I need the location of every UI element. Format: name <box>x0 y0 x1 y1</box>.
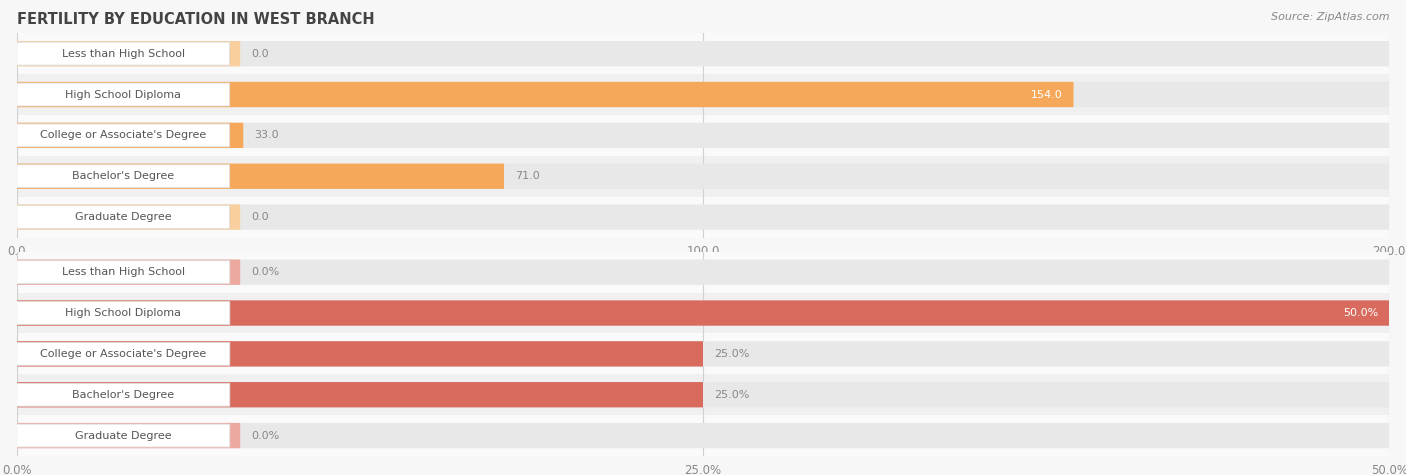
FancyBboxPatch shape <box>17 423 240 448</box>
FancyBboxPatch shape <box>17 41 1389 66</box>
FancyBboxPatch shape <box>17 206 229 228</box>
FancyBboxPatch shape <box>17 300 1389 326</box>
Text: 0.0: 0.0 <box>252 48 269 59</box>
Bar <box>17 74 1389 115</box>
Text: Bachelor's Degree: Bachelor's Degree <box>72 171 174 181</box>
FancyBboxPatch shape <box>17 383 229 406</box>
Text: 0.0%: 0.0% <box>252 267 280 277</box>
Text: 25.0%: 25.0% <box>714 390 749 400</box>
Bar <box>17 293 1389 333</box>
Text: Bachelor's Degree: Bachelor's Degree <box>72 390 174 400</box>
FancyBboxPatch shape <box>17 123 243 148</box>
FancyBboxPatch shape <box>17 83 229 106</box>
FancyBboxPatch shape <box>17 204 240 230</box>
FancyBboxPatch shape <box>17 165 229 188</box>
FancyBboxPatch shape <box>17 423 1389 448</box>
Text: Graduate Degree: Graduate Degree <box>75 212 172 222</box>
FancyBboxPatch shape <box>17 259 240 285</box>
FancyBboxPatch shape <box>17 382 1389 408</box>
Bar <box>17 415 1389 456</box>
Bar <box>17 374 1389 415</box>
Bar <box>17 156 1389 197</box>
Text: FERTILITY BY EDUCATION IN WEST BRANCH: FERTILITY BY EDUCATION IN WEST BRANCH <box>17 12 374 27</box>
Text: 25.0%: 25.0% <box>714 349 749 359</box>
Bar <box>17 115 1389 156</box>
FancyBboxPatch shape <box>17 41 240 66</box>
Text: Less than High School: Less than High School <box>62 48 184 59</box>
Text: High School Diploma: High School Diploma <box>65 89 181 100</box>
FancyBboxPatch shape <box>17 259 1389 285</box>
FancyBboxPatch shape <box>17 124 229 147</box>
Text: College or Associate's Degree: College or Associate's Degree <box>41 130 207 141</box>
FancyBboxPatch shape <box>17 163 1389 189</box>
Text: College or Associate's Degree: College or Associate's Degree <box>41 349 207 359</box>
FancyBboxPatch shape <box>17 42 229 65</box>
FancyBboxPatch shape <box>17 82 1074 107</box>
Text: 33.0: 33.0 <box>254 130 278 141</box>
Bar <box>17 252 1389 293</box>
FancyBboxPatch shape <box>17 163 503 189</box>
FancyBboxPatch shape <box>17 261 229 284</box>
Bar <box>17 33 1389 74</box>
FancyBboxPatch shape <box>17 82 1389 107</box>
Bar <box>17 333 1389 374</box>
FancyBboxPatch shape <box>17 300 1389 326</box>
FancyBboxPatch shape <box>17 302 229 324</box>
Text: 71.0: 71.0 <box>515 171 540 181</box>
Text: Less than High School: Less than High School <box>62 267 184 277</box>
Text: 0.0: 0.0 <box>252 212 269 222</box>
Bar <box>17 197 1389 238</box>
FancyBboxPatch shape <box>17 341 703 367</box>
FancyBboxPatch shape <box>17 204 1389 230</box>
Text: 0.0%: 0.0% <box>252 430 280 441</box>
Text: 50.0%: 50.0% <box>1343 308 1378 318</box>
FancyBboxPatch shape <box>17 382 703 408</box>
Text: Source: ZipAtlas.com: Source: ZipAtlas.com <box>1271 12 1389 22</box>
FancyBboxPatch shape <box>17 341 1389 367</box>
FancyBboxPatch shape <box>17 123 1389 148</box>
Text: 154.0: 154.0 <box>1031 89 1063 100</box>
Text: High School Diploma: High School Diploma <box>65 308 181 318</box>
FancyBboxPatch shape <box>17 342 229 365</box>
Text: Graduate Degree: Graduate Degree <box>75 430 172 441</box>
FancyBboxPatch shape <box>17 424 229 447</box>
